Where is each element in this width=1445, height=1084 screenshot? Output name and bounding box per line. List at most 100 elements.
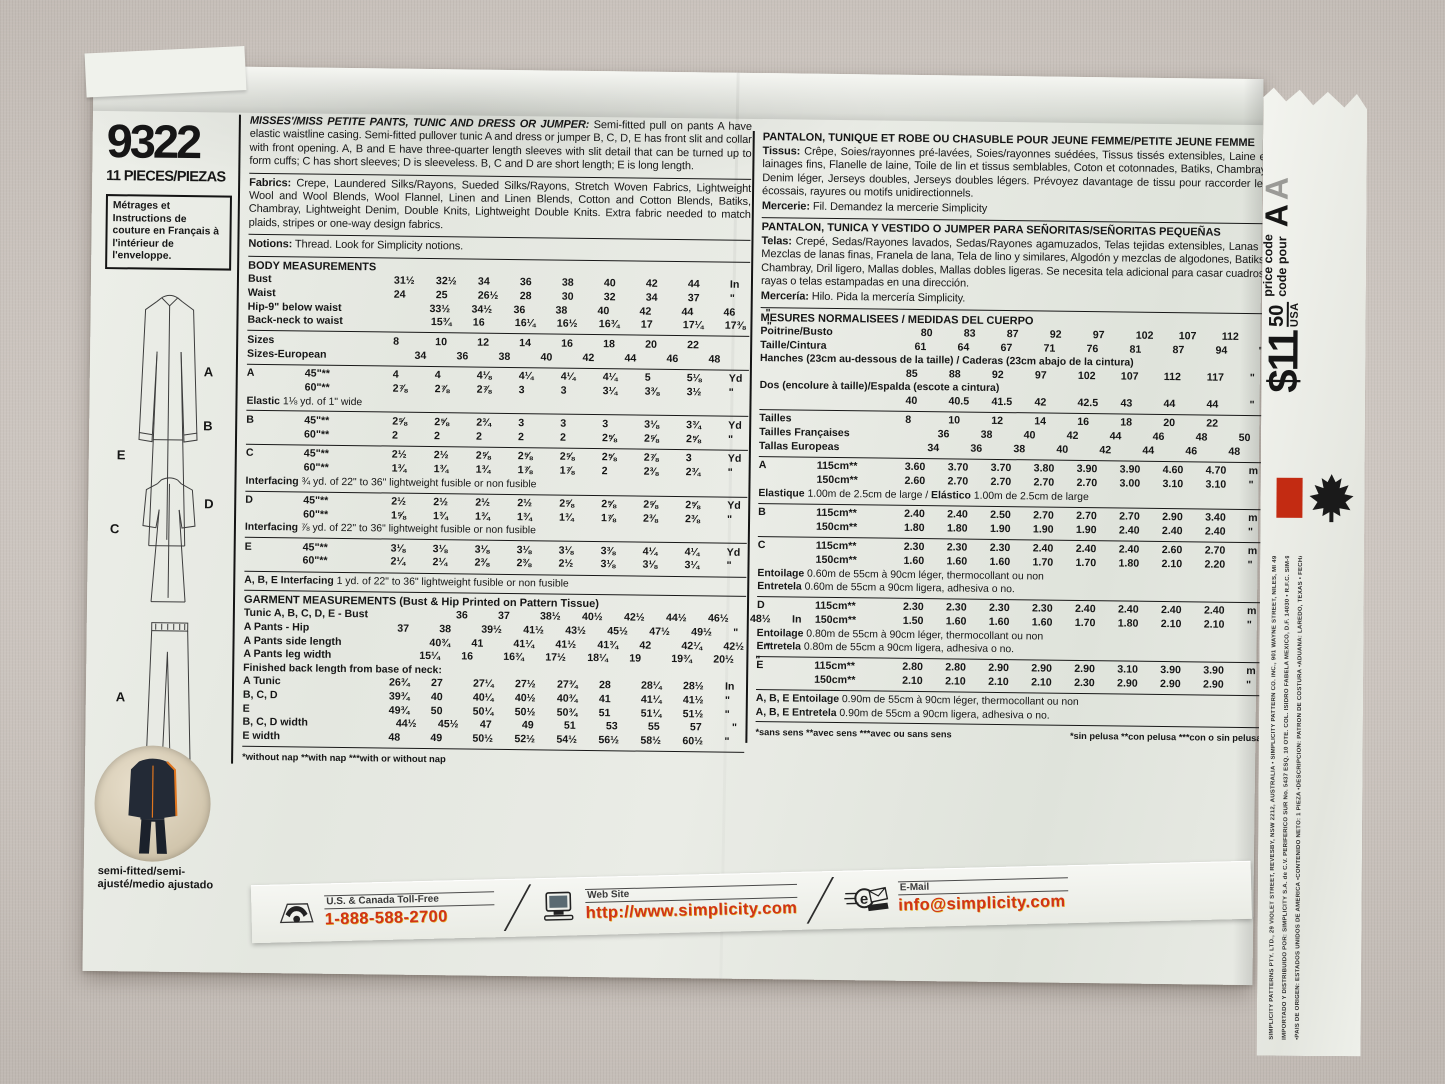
value-cell: 1.70: [1032, 556, 1054, 569]
value-cell: 2⅞: [434, 383, 450, 396]
figure-label-d: D: [204, 496, 214, 512]
price-dollars: $11: [1259, 330, 1307, 393]
value-cell: 10: [948, 414, 961, 427]
value-cell: 2.10: [1160, 617, 1182, 631]
value-cell: 41: [598, 693, 611, 706]
value-cell: 16: [472, 316, 485, 329]
value-cell: 2⅜: [474, 556, 490, 570]
value-cell: 36: [937, 428, 950, 441]
value-cell: 4¼: [642, 545, 658, 558]
value-cell: 1.80: [946, 522, 968, 535]
row-sublabel: [341, 645, 429, 646]
row-label: A: [246, 367, 255, 380]
figure-label-b: B: [203, 418, 213, 434]
value-cell: 16½: [556, 317, 578, 331]
value-cell: 2.40: [1074, 603, 1096, 616]
value-cell: 61: [914, 340, 927, 353]
value-cell: 2¼: [432, 556, 448, 569]
value-cell: 2.70: [1033, 476, 1055, 489]
row-sublabel: [343, 324, 431, 325]
english-description: MISSES'/MISS PETITE PANTS, TUNIC AND DRE…: [249, 115, 752, 175]
figure-label-c: C: [109, 521, 120, 537]
row-sublabel: 45"**: [303, 494, 329, 507]
value-cell: 48: [708, 353, 721, 366]
row-sublabel: [839, 450, 927, 451]
row-label: [757, 622, 815, 623]
value-cell: 49: [430, 732, 443, 745]
value-cell: 44: [1206, 398, 1219, 411]
price-strip: $11 50 USA price code code pour A A SIMP…: [1257, 86, 1368, 1057]
value-cell: 5: [644, 372, 651, 385]
value-cell: 1.60: [1031, 616, 1053, 629]
value-cell: 1.70: [1075, 557, 1097, 570]
value-cell: 85: [905, 367, 918, 380]
value-cell: 112: [1221, 330, 1239, 343]
value-cell: 3.90: [1160, 663, 1181, 677]
value-cell: 60½: [682, 735, 704, 748]
value-cell: 44: [1163, 397, 1176, 410]
value-cell: 71: [1043, 342, 1056, 355]
value-cell: 42: [1066, 429, 1079, 442]
value-cell: 39¾: [388, 690, 410, 703]
value-cell: 3⅛: [432, 542, 448, 555]
value-cell: 2.40: [1075, 543, 1097, 556]
value-cell: 2.70: [947, 475, 969, 488]
row-sublabel: 115cm**: [816, 506, 857, 520]
value-cell: 2¼: [390, 555, 406, 569]
value-cell: 45½: [437, 718, 459, 731]
value-cell: 4: [434, 369, 441, 382]
contact-band: U.S. & Canada Toll-Free 1-888-588-2700 W…: [250, 860, 1252, 944]
unit-cell: Yd: [727, 499, 741, 512]
value-cell: 67: [1000, 341, 1013, 354]
garment-photo-circle: [93, 744, 212, 863]
value-cell: 3.90: [1119, 463, 1141, 477]
value-cell: 117: [1206, 371, 1225, 384]
value-cell: 20: [645, 338, 658, 351]
unit-cell: Yd: [726, 546, 741, 559]
footnote-pair: *sans sens **avec sens ***avec ou sans s…: [755, 725, 1261, 745]
value-cell: 47½: [649, 625, 670, 638]
value-cell: 26½: [477, 289, 499, 302]
value-cell: 2⅜: [643, 512, 658, 525]
torn-flap: [84, 46, 247, 98]
value-cell: 2.70: [1033, 509, 1054, 522]
maple-leaf-icon: [1308, 472, 1354, 524]
value-cell: 2⅜: [643, 465, 659, 478]
value-cell: 112: [1163, 370, 1182, 383]
value-cell: 2⅝: [434, 416, 450, 429]
red-square-mark: [1276, 478, 1302, 518]
value-cell: 3⅜: [644, 385, 660, 398]
value-cell: 2: [433, 429, 441, 442]
value-cell: 1⅞: [601, 511, 616, 525]
row-label: E width: [242, 729, 281, 743]
metric-measurement-table: MESURES NORMALISEES / MEDIDAS DEL CUERPO…: [755, 311, 1280, 745]
figure-label-pants-a: A: [115, 689, 126, 705]
row-label: Tailles: [759, 412, 792, 425]
price-code-label-en: price code: [1260, 234, 1276, 297]
value-cell: 16¼: [514, 317, 536, 330]
value-cell: 2.80: [902, 660, 923, 674]
unit-cell: ": [728, 386, 734, 399]
value-cell: 3⅛: [600, 558, 616, 571]
value-cell: 4¼: [684, 545, 700, 558]
value-cell: 40.5: [948, 394, 970, 408]
merceria-text: Hilo. Pida la mercería Simplicity.: [808, 290, 966, 305]
garment-sketch-long-dress: [138, 294, 198, 547]
phone-group: U.S. & Canada Toll-Free 1-888-588-2700: [277, 891, 495, 930]
row-sublabel: 115cm**: [814, 599, 856, 613]
value-cell: 15¾: [430, 316, 452, 329]
value-cell: 50¼: [472, 705, 494, 718]
unit-cell: In: [729, 278, 740, 291]
value-cell: 1.60: [946, 555, 968, 568]
value-cell: 88: [948, 368, 961, 381]
row-sublabel: [301, 698, 389, 699]
value-cell: 40¼: [472, 691, 494, 704]
row-sublabel: [817, 422, 905, 423]
value-cell: 2.70: [1204, 544, 1226, 558]
legal-col1: SIMPLICITY PATTERNS PTY. LTD., 29 VIOLET…: [1268, 555, 1279, 1040]
value-cell: 2.10: [1031, 676, 1052, 689]
value-cell: 2½: [433, 449, 449, 462]
value-cell: 46: [1152, 430, 1165, 443]
value-cell: 12: [477, 336, 490, 349]
